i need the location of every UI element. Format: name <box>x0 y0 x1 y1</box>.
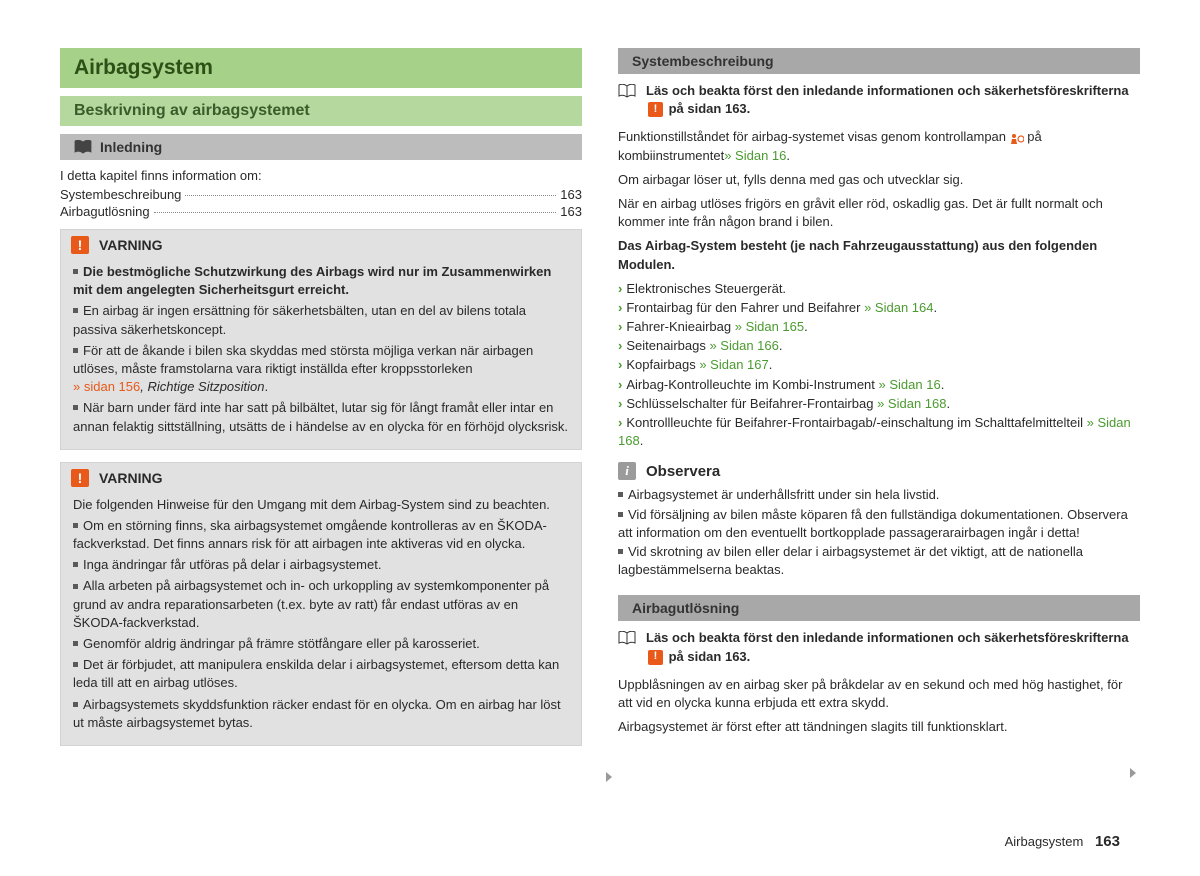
warn-item: Inga ändringar får utföras på delar i ai… <box>83 557 381 572</box>
footer-section: Airbagsystem <box>1005 834 1084 849</box>
warn-item: När barn under färd inte har satt på bil… <box>73 400 568 433</box>
warn-item: Die bestmögliche Schutzwirkung des Airba… <box>73 264 551 297</box>
list-item: Airbagsystemet är underhållsfritt under … <box>618 486 1140 504</box>
page-footer: Airbagsystem 163 <box>1005 833 1120 850</box>
right-column: Systembeschreibung Läs och beakta först … <box>618 48 1140 758</box>
warn-item: Airbagsystemets skyddsfunktion räcker en… <box>73 697 561 730</box>
list-item: ›Frontairbag für den Fahrer und Beifahre… <box>618 299 1140 317</box>
paragraph: Airbagsystemet är först efter att tändni… <box>618 718 1140 736</box>
toc-page: 163 <box>560 187 582 202</box>
read-first-notice: Läs och beakta först den inledande infor… <box>618 629 1140 665</box>
toc-lead: I detta kapitel finns information om: <box>60 168 582 183</box>
book-icon <box>618 84 636 98</box>
warning-title: VARNING <box>99 470 163 486</box>
warning-header: ! VARNING <box>61 463 581 489</box>
list-item: ›Seitenairbags » Sidan 166. <box>618 337 1140 355</box>
warning-icon: ! <box>648 650 663 665</box>
airbag-lamp-icon <box>1010 132 1024 144</box>
continue-arrow-icon <box>606 772 612 782</box>
list-item: ›Schlüsselschalter für Beifahrer-Frontai… <box>618 395 1140 413</box>
left-column: Airbagsystem Beskrivning av airbagsystem… <box>60 48 582 758</box>
subsection-label: Inledning <box>100 139 162 155</box>
list-item: Vid skrotning av bilen eller delar i air… <box>618 543 1140 579</box>
page-ref: » sidan 156 <box>73 379 140 394</box>
info-icon: i <box>618 462 636 480</box>
list-item: Vid försäljning av bilen måste köparen f… <box>618 506 1140 542</box>
toc-page: 163 <box>560 204 582 219</box>
warn-item: Alla arbeten på airbagsystemet och in- o… <box>73 578 549 629</box>
footer-page-number: 163 <box>1095 833 1120 850</box>
module-list: ›Elektronisches Steuergerät. ›Frontairba… <box>618 280 1140 451</box>
read-first-text: Läs och beakta först den inledande infor… <box>646 629 1140 665</box>
section-title: Beskrivning av airbagsystemet <box>60 96 582 126</box>
two-column-layout: Airbagsystem Beskrivning av airbagsystem… <box>60 48 1140 758</box>
paragraph: Funktionstillståndet för airbag-systemet… <box>618 128 1140 164</box>
warning-body: Die bestmögliche Schutzwirkung des Airba… <box>61 256 581 449</box>
page-ref: » Sidan 16 <box>879 377 941 392</box>
warning-title: VARNING <box>99 237 163 253</box>
subsection-inledning: Inledning <box>60 134 582 160</box>
warning-box-1: ! VARNING Die bestmögliche Schutzwirkung… <box>60 229 582 450</box>
observera-header: i Observera <box>618 462 1140 480</box>
toc-row: Airbagutlösning 163 <box>60 204 582 219</box>
page-ref: » Sidan 166 <box>709 338 778 353</box>
warning-body: Die folgenden Hinweise für den Umgang mi… <box>61 489 581 745</box>
toc-label: Systembeschreibung <box>60 187 181 202</box>
list-item: ›Elektronisches Steuergerät. <box>618 280 1140 298</box>
warning-icon: ! <box>71 236 89 254</box>
warn-item: Det är förbjudet, att manipulera enskild… <box>73 657 559 690</box>
read-first-text: Läs och beakta först den inledande infor… <box>646 82 1140 118</box>
warn-item: Genomför aldrig ändringar på främre stöt… <box>83 636 480 651</box>
paragraph-bold: Das Airbag-System besteht (je nach Fahrz… <box>618 237 1140 273</box>
warning-icon: ! <box>648 102 663 117</box>
observera-title: Observera <box>646 463 720 480</box>
manual-page: Airbagsystem Beskrivning av airbagsystem… <box>0 0 1200 876</box>
observera-list: Airbagsystemet är underhållsfritt under … <box>618 486 1140 579</box>
list-item: ›Fahrer-Knieairbag » Sidan 165. <box>618 318 1140 336</box>
list-item: ›Kontrollleuchte für Beifahrer-Frontairb… <box>618 414 1140 450</box>
warn-lead: Die folgenden Hinweise für den Umgang mi… <box>73 496 569 514</box>
warn-item: För att de åkande i bilen ska skyddas me… <box>73 343 533 376</box>
page-ref: » Sidan 167 <box>699 357 768 372</box>
ref-title: , Richtige Sitzposition <box>140 379 264 394</box>
book-icon <box>74 140 92 154</box>
list-item: ›Airbag-Kontrolleuchte im Kombi-Instrume… <box>618 376 1140 394</box>
list-item: ›Kopfairbags » Sidan 167. <box>618 356 1140 374</box>
paragraph: Uppblåsningen av en airbag sker på bråkd… <box>618 676 1140 712</box>
paragraph: När en airbag utlöses frigörs en gråvit … <box>618 195 1140 231</box>
page-ref: » Sidan 168 <box>877 396 946 411</box>
toc-row: Systembeschreibung 163 <box>60 187 582 202</box>
subsection-systembeschreibung: Systembeschreibung <box>618 48 1140 74</box>
toc-dots <box>154 212 557 213</box>
toc-dots <box>185 195 556 196</box>
page-ref: » Sidan 165 <box>735 319 804 334</box>
warning-box-2: ! VARNING Die folgenden Hinweise für den… <box>60 462 582 746</box>
chapter-title: Airbagsystem <box>60 48 582 88</box>
warn-item: Om en störning finns, ska airbagsystemet… <box>73 518 547 551</box>
subsection-airbagutlosning: Airbagutlösning <box>618 595 1140 621</box>
read-first-notice: Läs och beakta först den inledande infor… <box>618 82 1140 118</box>
book-icon <box>618 631 636 645</box>
page-ref: » Sidan 164 <box>864 300 933 315</box>
paragraph: Om airbagar löser ut, fylls denna med ga… <box>618 171 1140 189</box>
page-ref: » Sidan 16 <box>724 148 786 163</box>
warning-header: ! VARNING <box>61 230 581 256</box>
toc: Systembeschreibung 163 Airbagutlösning 1… <box>60 187 582 219</box>
observera-box: i Observera Airbagsystemet är underhålls… <box>618 462 1140 579</box>
toc-label: Airbagutlösning <box>60 204 150 219</box>
warn-item: En airbag är ingen ersättning för säkerh… <box>73 303 526 336</box>
warning-icon: ! <box>71 469 89 487</box>
continue-arrow-icon <box>1130 768 1136 778</box>
